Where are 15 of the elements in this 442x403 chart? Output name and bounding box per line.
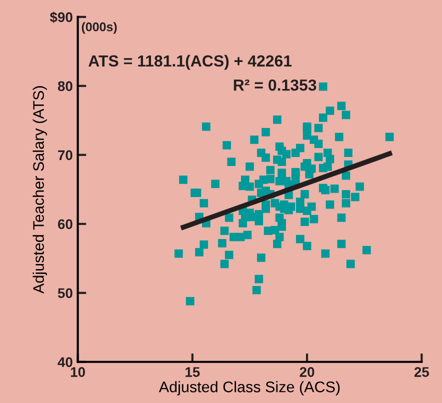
y-tick-label: 80: [58, 81, 72, 92]
y-tick-label: $90: [50, 12, 72, 23]
y-tick-label: 60: [58, 219, 72, 230]
x-tick-label: 20: [300, 367, 314, 377]
x-tick-label: 15: [186, 367, 200, 377]
x-tick-label: 25: [414, 367, 430, 377]
y-tick-label: 70: [58, 150, 72, 160]
y-axis-title: Adjusted Teacher Salary (ATS): [32, 86, 47, 294]
annotation: (000s): [82, 22, 117, 34]
annotation: R² = 0.1353: [234, 79, 316, 91]
y-tick-label: 50: [58, 288, 72, 298]
x-axis-title: Adjusted Class Size (ACS): [158, 381, 340, 396]
y-tick-label: 40: [58, 357, 72, 368]
x-tick-label: 10: [70, 367, 85, 377]
annotation: ATS = 1181.1(ACS) + 42261: [88, 54, 292, 70]
